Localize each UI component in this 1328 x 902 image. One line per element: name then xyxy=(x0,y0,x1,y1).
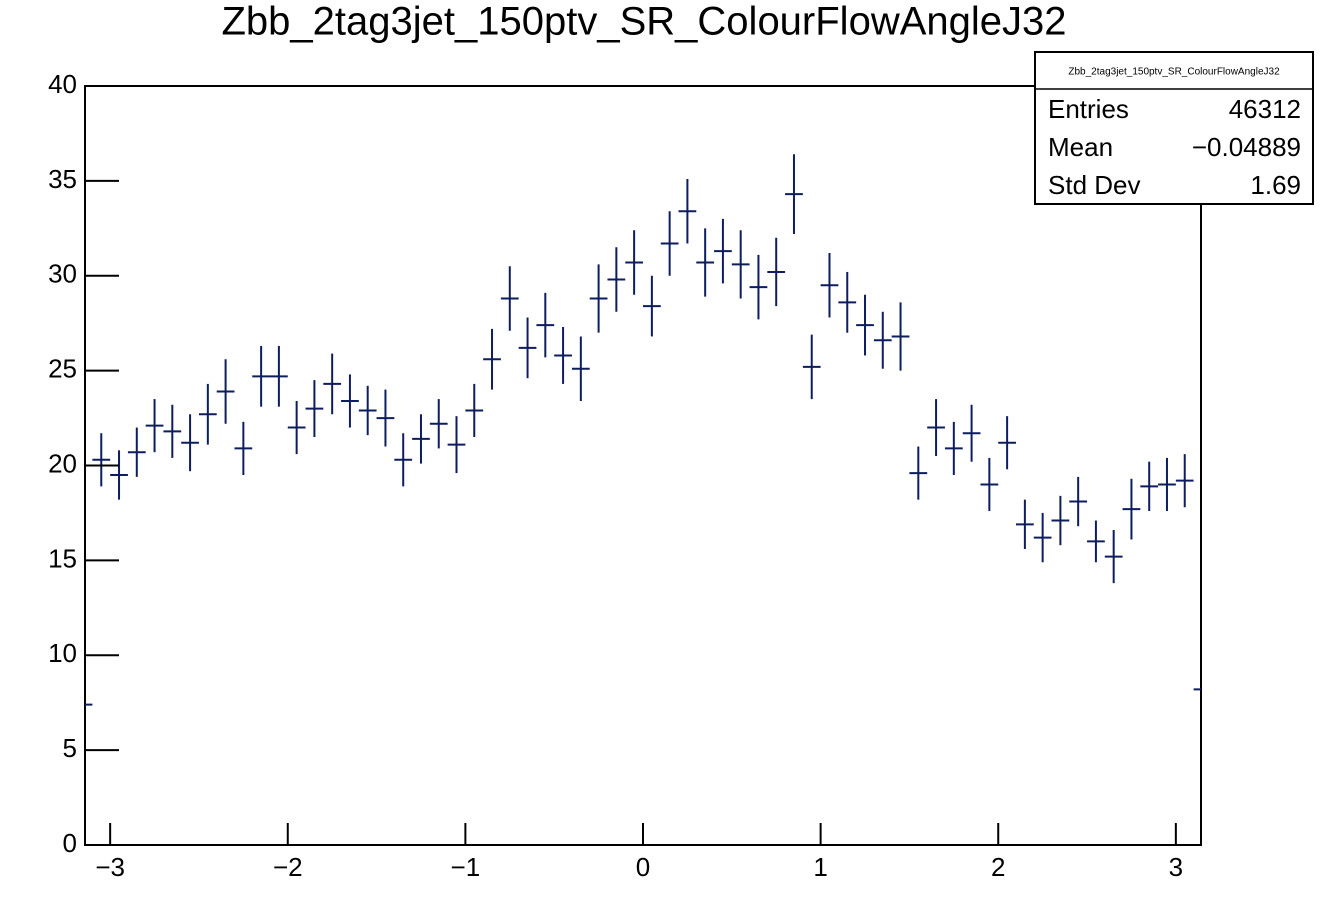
y-tick-label: 30 xyxy=(48,259,77,289)
stats-box xyxy=(1034,51,1314,205)
stats-title: Zbb_2tag3jet_150ptv_SR_ColourFlowAngleJ3… xyxy=(1068,67,1280,78)
y-tick-label: 10 xyxy=(48,638,77,668)
x-tick-label: 3 xyxy=(1169,852,1183,882)
x-tick-label: 1 xyxy=(813,852,827,882)
marks xyxy=(85,154,1201,706)
stats-label: Entries xyxy=(1048,94,1129,124)
y-tick-label: 5 xyxy=(63,733,77,763)
y-tick-label: 40 xyxy=(48,69,77,99)
stats-label: Std Dev xyxy=(1048,170,1141,200)
x-tick-label: −3 xyxy=(95,852,125,882)
x-tick-label: 0 xyxy=(636,852,650,882)
y-tick-label: 0 xyxy=(63,828,77,858)
y-tick-label: 15 xyxy=(48,543,77,573)
stats-value: 46312 xyxy=(1229,94,1301,124)
x-tick-label: −2 xyxy=(273,852,303,882)
x-tick-label: 2 xyxy=(991,852,1005,882)
x-tick-label: −1 xyxy=(451,852,481,882)
plot-frame xyxy=(84,85,1202,846)
y-tick-label: 35 xyxy=(48,164,77,194)
stats-value: −0.04889 xyxy=(1192,132,1301,162)
chart-title: Zbb_2tag3jet_150ptv_SR_ColourFlowAngleJ3… xyxy=(222,0,1067,44)
stats-label: Mean xyxy=(1048,132,1113,162)
y-tick-label: 20 xyxy=(48,448,77,478)
y-tick-label: 25 xyxy=(48,354,77,384)
stats-value: 1.69 xyxy=(1250,170,1301,200)
